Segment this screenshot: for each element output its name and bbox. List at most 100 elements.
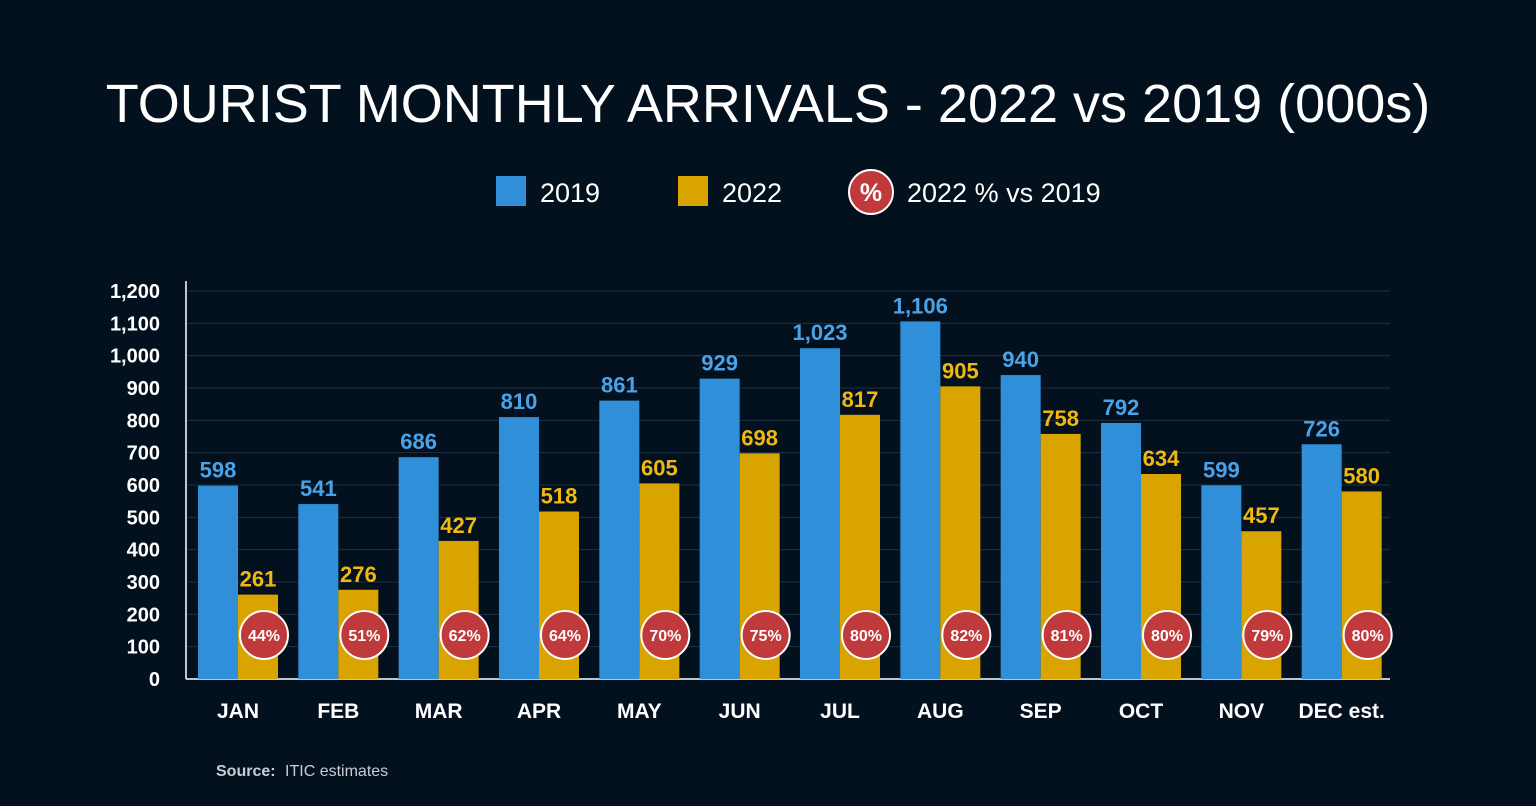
value-label-2022: 698 (741, 425, 778, 450)
x-tick-label: MAR (415, 700, 463, 723)
pct-circle (1242, 610, 1293, 660)
pct-label: 79% (1251, 628, 1283, 645)
y-tick-label: 200 (127, 604, 160, 626)
pct-label: 70% (649, 628, 681, 645)
x-tick-label: JUL (820, 700, 860, 723)
value-label-2019: 599 (1203, 457, 1240, 482)
pct-circle (841, 610, 891, 660)
bars: 598 261 44% 541 276 51% 686 427 62% 810 518 64% 861 6… (198, 293, 1393, 679)
value-label-2019: 1,023 (792, 320, 847, 345)
pct-label: 80% (1151, 628, 1183, 645)
x-tick-label: APR (517, 700, 561, 723)
x-tick-label: OCT (1119, 700, 1164, 723)
legend-swatch-2019 (496, 176, 526, 206)
chart-title: TOURIST MONTHLY ARRIVALS - 2022 vs 2019 … (106, 74, 1431, 134)
bar-2019 (599, 400, 640, 679)
y-tick-label: 1,100 (110, 313, 160, 335)
pct-circle (740, 610, 791, 660)
bar-2019 (1101, 422, 1141, 679)
pct-label: 80% (850, 628, 882, 645)
pct-circle (941, 610, 992, 660)
pct-circle (439, 610, 490, 660)
x-tick-label: MAY (617, 700, 662, 723)
x-tick-label: FEB (317, 700, 359, 723)
bar-2019 (1301, 444, 1342, 679)
value-label-2022: 605 (641, 455, 678, 480)
source-note: Source: ITIC estimates (216, 763, 388, 780)
y-tick-label: 1,000 (110, 346, 160, 368)
pct-label: 44% (248, 628, 280, 645)
y-tick-label: 0 (149, 669, 160, 691)
pct-circle (1041, 610, 1092, 660)
value-label-2019: 861 (601, 373, 638, 398)
value-label-2022: 457 (1243, 503, 1280, 528)
y-tick-label: 800 (127, 410, 160, 432)
legend-label-2022: 2022 (722, 178, 782, 208)
value-label-2022: 758 (1042, 406, 1079, 431)
bar-2019 (298, 504, 339, 679)
pct-circle (1342, 610, 1393, 660)
y-axis: 0 100 200 300 400 500 600 700 800 900 1,000 1,100 1,… (110, 281, 1390, 691)
pct-circle (1142, 610, 1192, 660)
x-axis: JAN FEB MAR APR MAY JUN JUL AUG SEP OCT NOV DEC est… (217, 700, 1385, 723)
value-label-2022: 817 (842, 387, 879, 412)
x-tick-label: AUG (917, 700, 964, 723)
bar-2019 (198, 485, 238, 679)
value-label-2022: 518 (541, 484, 578, 509)
y-tick-label: 500 (127, 507, 160, 529)
value-label-2022: 634 (1143, 446, 1180, 471)
x-tick-label: JAN (217, 700, 259, 723)
value-label-2019: 792 (1103, 395, 1140, 420)
value-label-2019: 541 (300, 476, 337, 501)
pct-circle (540, 610, 590, 660)
legend: 2019 2022% 2022 % vs 2019 (496, 169, 1101, 215)
pct-label: 51% (348, 628, 380, 645)
value-label-2019: 686 (400, 429, 437, 454)
source-label: Source: (216, 763, 276, 780)
value-label-2019: 1,106 (893, 293, 948, 318)
x-tick-label: JUN (719, 700, 761, 723)
y-tick-label: 600 (127, 475, 160, 497)
pct-label: 82% (950, 628, 982, 645)
y-tick-label: 700 (127, 443, 160, 465)
bar-2019 (699, 378, 740, 679)
bar-2019 (499, 417, 539, 679)
x-tick-label: NOV (1219, 700, 1265, 723)
pct-circle (239, 610, 289, 660)
pct-label: 80% (1352, 628, 1384, 645)
value-label-2022: 276 (340, 562, 377, 587)
legend-swatch-2022 (678, 176, 708, 206)
y-tick-label: 900 (127, 378, 160, 400)
value-label-2022: 580 (1343, 463, 1380, 488)
source-text: ITIC estimates (285, 763, 388, 780)
y-tick-label: 100 (127, 637, 160, 659)
y-tick-label: 300 (127, 572, 160, 594)
legend-pct-symbol: % (860, 179, 882, 207)
pct-label: 75% (750, 628, 782, 645)
value-label-2022: 427 (440, 513, 477, 538)
y-tick-label: 400 (127, 540, 160, 562)
value-label-2022: 261 (240, 567, 277, 592)
bar-2019 (398, 457, 439, 679)
bar-2019 (800, 348, 840, 679)
value-label-2019: 929 (701, 351, 738, 376)
bar-2019 (900, 321, 941, 679)
value-label-2019: 726 (1303, 416, 1340, 441)
y-tick-label: 1,200 (110, 281, 160, 303)
pct-label: 81% (1051, 628, 1083, 645)
legend-pct-icon (848, 169, 894, 215)
pct-label: 64% (549, 628, 581, 645)
bar-2019 (1000, 375, 1041, 679)
value-label-2019: 598 (200, 458, 237, 483)
value-label-2019: 940 (1002, 347, 1039, 372)
legend-label-2019: 2019 (540, 178, 600, 208)
x-tick-label: DEC est. (1298, 700, 1384, 723)
gridlines (186, 290, 1390, 648)
pct-circle (339, 610, 390, 660)
value-label-2019: 810 (501, 389, 538, 414)
x-tick-label: SEP (1020, 700, 1062, 723)
pct-label: 62% (449, 628, 481, 645)
pct-circle (640, 610, 691, 660)
